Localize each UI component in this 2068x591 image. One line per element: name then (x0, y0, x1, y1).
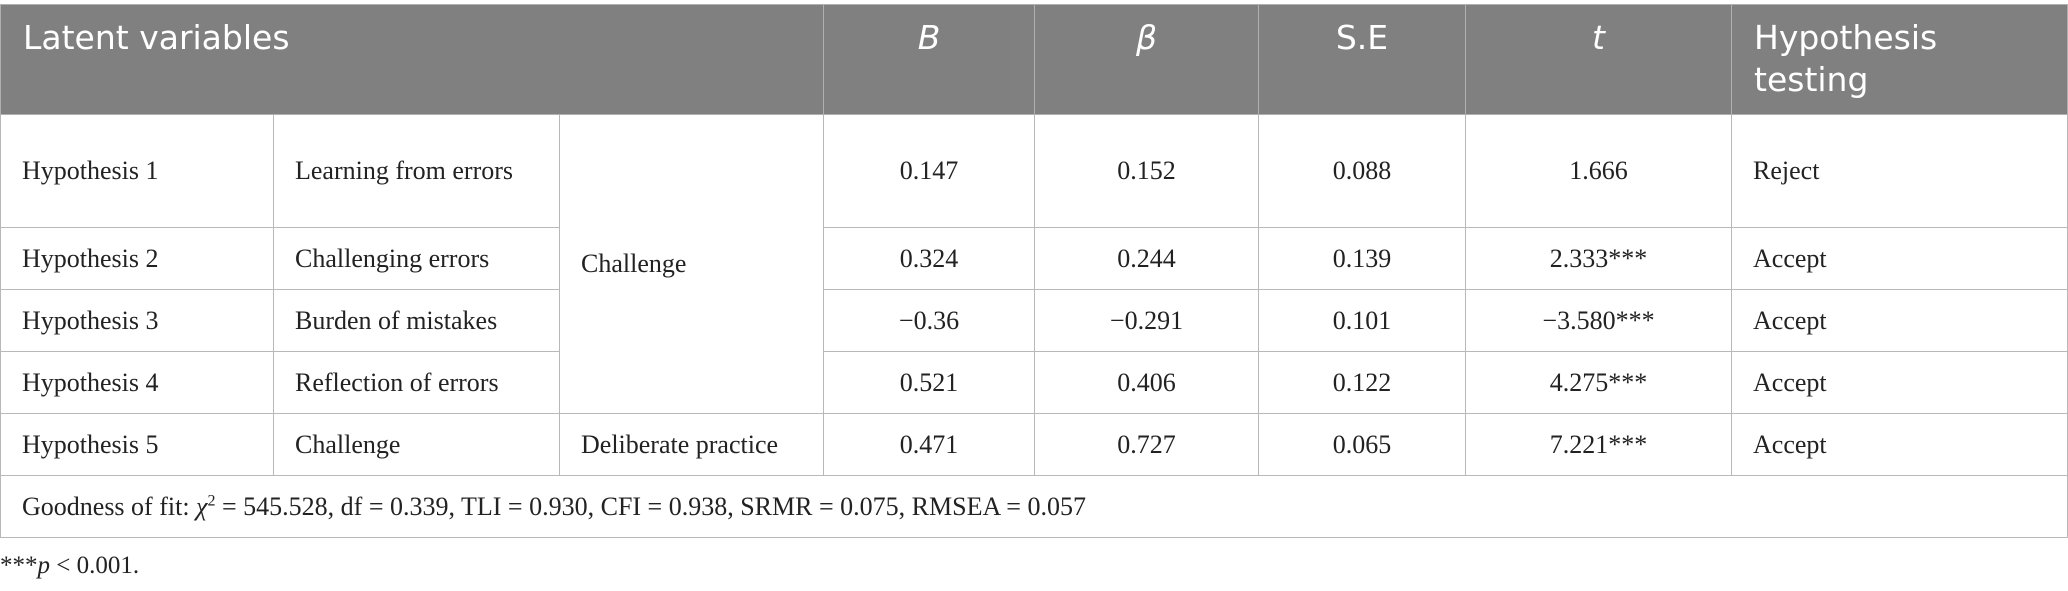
result-cell: Accept (1731, 351, 2068, 414)
b-cell: 0.324 (823, 227, 1036, 290)
fit-row: Goodness of fit: χ2 = 545.528, df = 0.33… (0, 475, 2068, 538)
results-table: Latent variables B β S.E t Hypothesis tes… (0, 4, 2068, 538)
t-cell: 7.221*** (1465, 413, 1733, 476)
t-cell: 2.333*** (1465, 227, 1733, 290)
se-cell: 0.088 (1258, 114, 1467, 228)
t-cell: 4.275*** (1465, 351, 1733, 414)
hypothesis-cell: Hypothesis 2 (0, 227, 274, 290)
table-row: Hypothesis 2 Challenging errors 0.324 0.… (0, 227, 2068, 290)
beta-cell: 0.244 (1034, 227, 1260, 290)
table-row: Hypothesis 4 Reflection of errors 0.521 … (0, 351, 2068, 414)
predictor-cell: Challenging errors (273, 227, 560, 290)
header-t: t (1465, 4, 1733, 115)
se-cell: 0.122 (1258, 351, 1467, 414)
beta-cell: 0.406 (1034, 351, 1260, 414)
header-hypothesis-testing: Hypothesis testing (1731, 4, 2068, 115)
outcome-cell: Deliberate practice (558, 413, 825, 476)
beta-cell: 0.152 (1034, 114, 1260, 228)
goodness-of-fit-cell: Goodness of fit: χ2 = 545.528, df = 0.33… (0, 475, 2068, 538)
se-cell: 0.065 (1258, 413, 1467, 476)
predictor-cell: Challenge (273, 413, 560, 476)
significance-note: ***p < 0.001. (0, 552, 140, 579)
result-cell: Accept (1731, 289, 2068, 352)
header-latent-variables: Latent variables (0, 4, 825, 115)
hypothesis-cell: Hypothesis 4 (0, 351, 274, 414)
b-cell: −0.36 (823, 289, 1036, 352)
table-row: Hypothesis 1 Learning from errors Challe… (0, 114, 2068, 414)
predictor-cell: Burden of mistakes (273, 289, 560, 352)
hypothesis-cell: Hypothesis 1 (0, 114, 274, 228)
hypothesis-cell: Hypothesis 5 (0, 413, 274, 476)
header-se: S.E (1258, 4, 1467, 115)
predictor-cell: Reflection of errors (273, 351, 560, 414)
header-row: Latent variables B β S.E t Hypothesis tes… (0, 4, 2068, 115)
b-cell: 0.471 (823, 413, 1036, 476)
t-cell: 1.666 (1465, 114, 1733, 228)
result-cell: Reject (1731, 114, 2068, 228)
beta-cell: 0.727 (1034, 413, 1260, 476)
header-beta: β (1034, 4, 1260, 115)
predictor-cell: Learning from errors (273, 114, 560, 228)
hypothesis-cell: Hypothesis 3 (0, 289, 274, 352)
b-cell: 0.521 (823, 351, 1036, 414)
b-cell: 0.147 (823, 114, 1036, 228)
table-row: Hypothesis 3 Burden of mistakes −0.36 −0… (0, 289, 2068, 352)
beta-cell: −0.291 (1034, 289, 1260, 352)
result-cell: Accept (1731, 227, 2068, 290)
outcome-challenge-cell: Challenge (558, 114, 825, 414)
t-cell: −3.580*** (1465, 289, 1733, 352)
se-cell: 0.139 (1258, 227, 1467, 290)
result-cell: Accept (1731, 413, 2068, 476)
header-b: B (823, 4, 1036, 115)
table-row: Hypothesis 5 Challenge Deliberate practi… (0, 413, 2068, 476)
se-cell: 0.101 (1258, 289, 1467, 352)
